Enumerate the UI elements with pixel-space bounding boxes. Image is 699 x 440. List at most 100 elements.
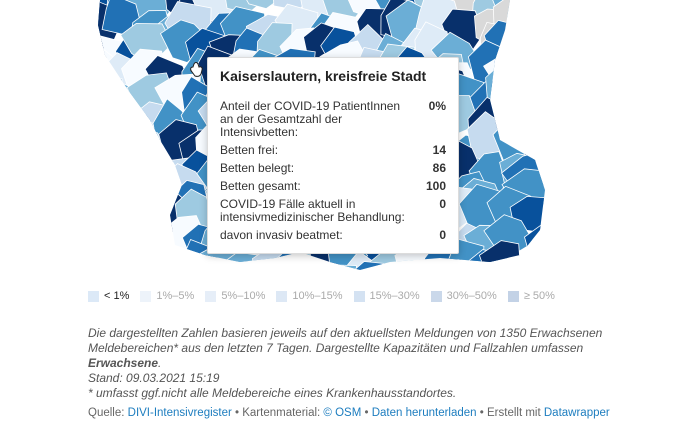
district-region[interactable] bbox=[111, 192, 152, 235]
district-region[interactable] bbox=[113, 115, 158, 157]
district-region[interactable] bbox=[519, 37, 564, 77]
district-region[interactable] bbox=[107, 165, 153, 214]
district-region[interactable] bbox=[66, 152, 108, 199]
district-region[interactable] bbox=[82, 94, 130, 141]
district-region[interactable] bbox=[105, 269, 152, 282]
tooltip-row: davon invasiv beatmet: 0 bbox=[220, 229, 446, 242]
district-region[interactable] bbox=[517, 247, 557, 282]
district-region[interactable] bbox=[83, 244, 123, 282]
osm-link[interactable]: © OSM bbox=[323, 407, 362, 419]
district-region[interactable] bbox=[312, 273, 351, 282]
legend-item[interactable]: 1%–5% bbox=[140, 290, 194, 302]
district-region[interactable] bbox=[430, 269, 482, 282]
district-region[interactable] bbox=[52, 109, 96, 147]
legend-item[interactable]: < 1% bbox=[88, 290, 129, 302]
tooltip-row: Anteil der COVID-19 PatientInnen an der … bbox=[220, 100, 446, 139]
district-region[interactable] bbox=[83, 78, 123, 128]
tooltip-row: COVID-19 Fälle aktuell in intensivmedizi… bbox=[220, 198, 446, 224]
district-region[interactable] bbox=[51, 216, 95, 256]
tooltip-row-label: Anteil der COVID-19 PatientInnen an der … bbox=[220, 99, 401, 139]
legend-item[interactable]: 15%–30% bbox=[353, 290, 420, 302]
district-region[interactable] bbox=[57, 258, 104, 282]
district-region[interactable] bbox=[277, 261, 314, 282]
district-region[interactable] bbox=[512, 40, 551, 89]
district-region[interactable] bbox=[57, 190, 98, 234]
tooltip-row-value: 0 bbox=[439, 228, 446, 242]
download-data-link[interactable]: Daten herunterladen bbox=[371, 407, 477, 419]
district-region[interactable] bbox=[56, 3, 104, 52]
district-region[interactable] bbox=[245, 267, 289, 282]
district-region[interactable] bbox=[133, 167, 173, 215]
district-region[interactable] bbox=[186, 272, 232, 282]
divi-link[interactable]: DIVI-Intensivregister bbox=[127, 407, 232, 419]
district-region[interactable] bbox=[342, 261, 390, 283]
tooltip-row-value: 0% bbox=[428, 99, 446, 113]
tooltip-title: Kaiserslautern, kreisfreie Stadt bbox=[220, 68, 427, 84]
tooltip-row: Betten gesamt: 100 bbox=[220, 180, 446, 193]
district-region[interactable] bbox=[398, 281, 444, 282]
district-region[interactable] bbox=[54, 73, 89, 123]
legend-label: ≥ 50% bbox=[523, 290, 555, 302]
legend: < 1% 1%–5% 5%–10% 10%–15% 15%–30% 30%–50% ≥ 50… bbox=[88, 290, 566, 302]
district-tooltip: Kaiserslautern, kreisfreie Stadt Anteil … bbox=[207, 57, 459, 254]
tooltip-row-value: 14 bbox=[432, 143, 446, 157]
tooltip-rows: Anteil der COVID-19 PatientInnen an der … bbox=[220, 100, 446, 242]
district-region[interactable] bbox=[511, 6, 557, 47]
legend-item[interactable]: 5%–10% bbox=[205, 290, 265, 302]
tooltip-row-label: Betten frei: bbox=[220, 143, 279, 157]
district-region[interactable] bbox=[427, 259, 469, 282]
district-region[interactable] bbox=[84, 167, 132, 214]
district-region[interactable] bbox=[113, 211, 154, 264]
district-region[interactable] bbox=[123, 234, 165, 275]
district-region[interactable] bbox=[46, 250, 92, 282]
legend-label: 5%–10% bbox=[221, 290, 266, 302]
district-region[interactable] bbox=[66, 53, 106, 99]
legend-swatch bbox=[276, 290, 288, 302]
note-stand: Stand: 09.03.2021 15:19 bbox=[88, 371, 220, 385]
district-region[interactable] bbox=[507, 0, 552, 20]
district-region[interactable] bbox=[56, 177, 95, 221]
legend-swatch bbox=[507, 290, 519, 302]
district-region[interactable] bbox=[318, 264, 359, 282]
district-region[interactable] bbox=[117, 255, 161, 282]
district-region[interactable] bbox=[144, 249, 190, 283]
tooltip-row-label: Betten belegt: bbox=[220, 161, 295, 175]
district-region[interactable] bbox=[90, 228, 137, 268]
district-region[interactable] bbox=[471, 274, 520, 282]
district-region[interactable] bbox=[125, 218, 169, 260]
tooltip-row: Betten frei: 14 bbox=[220, 144, 446, 157]
district-region[interactable] bbox=[485, 277, 526, 282]
legend-item[interactable]: 10%–15% bbox=[276, 290, 343, 302]
legend-swatch bbox=[205, 290, 217, 302]
legend-swatch bbox=[430, 290, 442, 302]
district-region[interactable] bbox=[485, 65, 531, 108]
district-region[interactable] bbox=[509, 78, 549, 120]
cursor-icon bbox=[190, 62, 203, 77]
legend-item[interactable]: ≥ 50% bbox=[507, 290, 555, 302]
legend-item[interactable]: 30%–50% bbox=[430, 290, 497, 302]
district-region[interactable] bbox=[62, 0, 97, 20]
note-description: Die dargestellten Zahlen basieren jeweil… bbox=[88, 326, 603, 370]
tooltip-row-value: 0 bbox=[439, 197, 446, 211]
district-region[interactable] bbox=[59, 133, 96, 180]
datawrapper-link[interactable]: Datawrapper bbox=[543, 407, 610, 419]
district-region[interactable] bbox=[79, 193, 122, 241]
district-region[interactable] bbox=[147, 273, 191, 282]
district-region[interactable] bbox=[124, 126, 163, 169]
district-region[interactable] bbox=[199, 274, 233, 282]
district-region[interactable] bbox=[219, 263, 267, 282]
district-region[interactable] bbox=[109, 136, 155, 178]
district-region[interactable] bbox=[49, 0, 89, 6]
district-region[interactable] bbox=[141, 274, 182, 282]
district-region[interactable] bbox=[518, 272, 566, 282]
legend-swatch bbox=[140, 290, 152, 302]
district-region[interactable] bbox=[516, 86, 556, 133]
district-region[interactable] bbox=[86, 140, 125, 191]
note-footnote: * umfasst ggf.nicht alle Meldebereiche e… bbox=[88, 386, 457, 400]
district-region[interactable] bbox=[79, 279, 119, 282]
district-region[interactable] bbox=[76, 118, 120, 160]
tooltip-row-label: Betten gesamt: bbox=[220, 179, 301, 193]
district-region[interactable] bbox=[372, 274, 412, 282]
district-region[interactable] bbox=[125, 204, 173, 241]
district-region[interactable] bbox=[124, 151, 173, 190]
